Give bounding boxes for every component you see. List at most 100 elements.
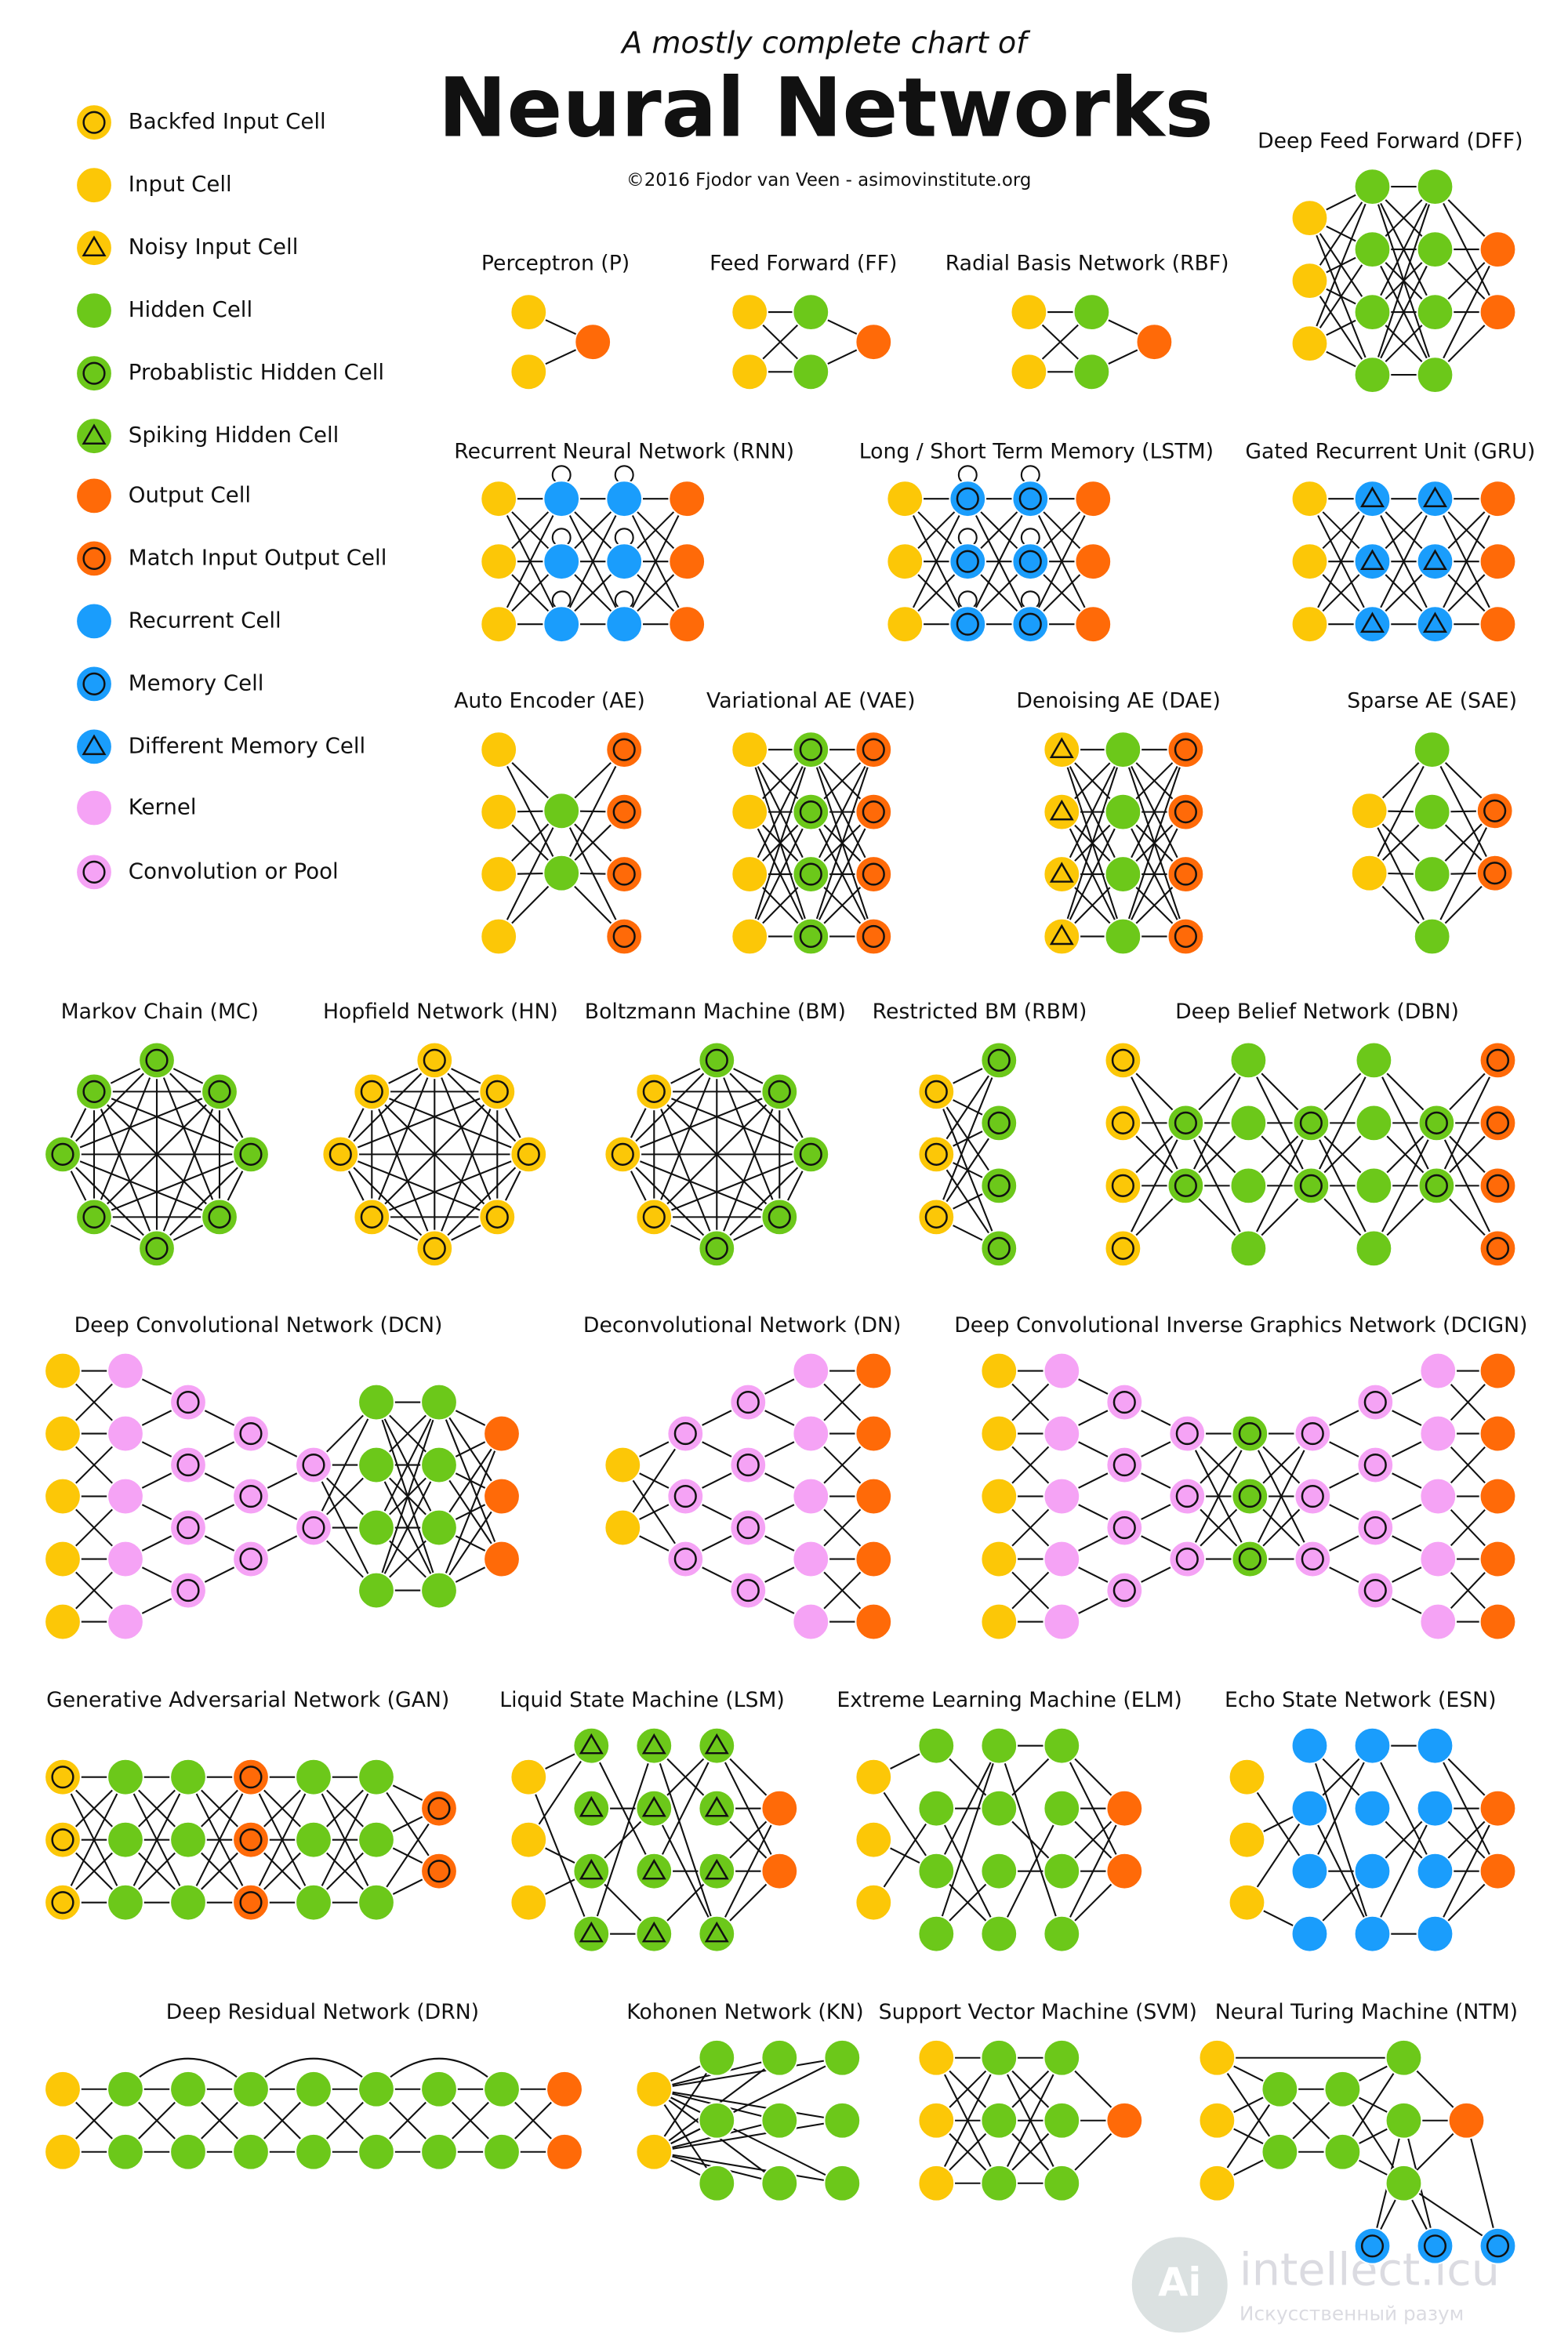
watermark-subtext: Искусственный разум [1240, 2302, 1464, 2325]
cell [1479, 1041, 1517, 1080]
cell [605, 605, 643, 643]
connections [749, 749, 875, 938]
cell-ring [239, 1828, 263, 1852]
connection [749, 749, 812, 875]
cell [1479, 230, 1517, 268]
connection [1371, 1808, 1436, 1935]
cell [572, 1789, 611, 1828]
network: Support Vector Machine (SVM) [879, 2000, 1197, 2202]
cell [1228, 1820, 1266, 1859]
connection [622, 1091, 780, 1156]
cell-ring [642, 1080, 666, 1103]
connection [187, 1777, 252, 1904]
connection [438, 1495, 503, 1592]
connection [62, 1153, 158, 1250]
connection [438, 1432, 503, 1529]
cell [358, 1446, 395, 1484]
cell-ring [1018, 612, 1042, 636]
cell [1353, 1789, 1392, 1828]
cell [1419, 1352, 1457, 1390]
cell [760, 1073, 799, 1111]
cell [1290, 1852, 1329, 1890]
cell [543, 480, 580, 517]
network: Deep Belief Network (DBN) [1104, 1000, 1517, 1268]
cell [731, 293, 768, 331]
cell [1290, 262, 1329, 299]
connection [935, 1808, 1000, 1935]
cell-triangle [1422, 486, 1447, 507]
cell [107, 1477, 144, 1515]
legend-item: Spiking Hidden Cell [75, 417, 339, 455]
credit: ©2016 Fjodor van Veen - asimovinstitute.… [626, 170, 1031, 191]
cell-ring [924, 1142, 948, 1166]
cell [232, 1135, 270, 1174]
cell [295, 2132, 332, 2171]
cell-ring [360, 1205, 383, 1229]
network: Gated Recurrent Unit (GRU) [1245, 440, 1535, 643]
cell [1290, 605, 1329, 643]
cell [1419, 1540, 1457, 1578]
connection [622, 1153, 718, 1250]
cell [44, 1352, 82, 1390]
cell [1416, 605, 1454, 643]
cell [572, 1915, 611, 1953]
connection [749, 811, 812, 937]
connections [1308, 498, 1499, 626]
cell [543, 543, 580, 580]
cell [1419, 1477, 1457, 1515]
cell [1353, 1726, 1392, 1765]
cell [1105, 1571, 1144, 1610]
network: Neural Turing Machine (NTM) [1198, 2000, 1518, 2265]
cell [1043, 793, 1081, 831]
legend-label: Input Cell [129, 171, 232, 197]
cell-ring [956, 550, 979, 573]
legend-item: Input Cell [75, 166, 232, 204]
cell [1010, 353, 1048, 391]
cell [1479, 480, 1517, 517]
cell [358, 1508, 395, 1547]
cell [668, 605, 706, 643]
legend-label: Spiking Hidden Cell [129, 422, 339, 448]
cell-ring [82, 111, 106, 134]
cell-ring [485, 1080, 509, 1103]
connection [653, 1745, 718, 1872]
cell [107, 1758, 144, 1796]
connection [93, 1153, 252, 1218]
cell [666, 1540, 705, 1578]
cell [855, 1540, 893, 1578]
network-title: Extreme Learning Machine (ELM) [837, 1688, 1181, 1712]
network-title: Markov Chain (MC) [61, 1000, 259, 1024]
cell-ring [612, 800, 636, 824]
cell [1479, 1167, 1517, 1205]
cell [1043, 1477, 1081, 1515]
connection [93, 1091, 158, 1249]
cell-ring [176, 1515, 200, 1540]
cell-ring [673, 1484, 697, 1508]
connection [376, 1465, 440, 1592]
cell [107, 1540, 144, 1578]
connection [1371, 249, 1436, 376]
cell-ring [862, 800, 885, 824]
connection [935, 1745, 1000, 1872]
connection [904, 498, 969, 625]
cell [1419, 1414, 1457, 1453]
cell-ring [82, 860, 106, 884]
cell-triangle [1049, 799, 1074, 821]
connection [653, 1091, 718, 1249]
cell [1353, 230, 1392, 268]
cell [1355, 1104, 1393, 1142]
connection [1122, 1122, 1187, 1249]
cell-ring [612, 862, 636, 886]
cell [44, 2070, 82, 2108]
cell [44, 1758, 82, 1796]
cell-ring [239, 1484, 263, 1508]
cell [1356, 1383, 1395, 1421]
cell [75, 1198, 113, 1236]
cell [75, 229, 113, 267]
cell [510, 1883, 548, 1922]
cell [169, 1446, 207, 1484]
cell-ring [1483, 862, 1507, 885]
cell-ring [799, 924, 822, 949]
